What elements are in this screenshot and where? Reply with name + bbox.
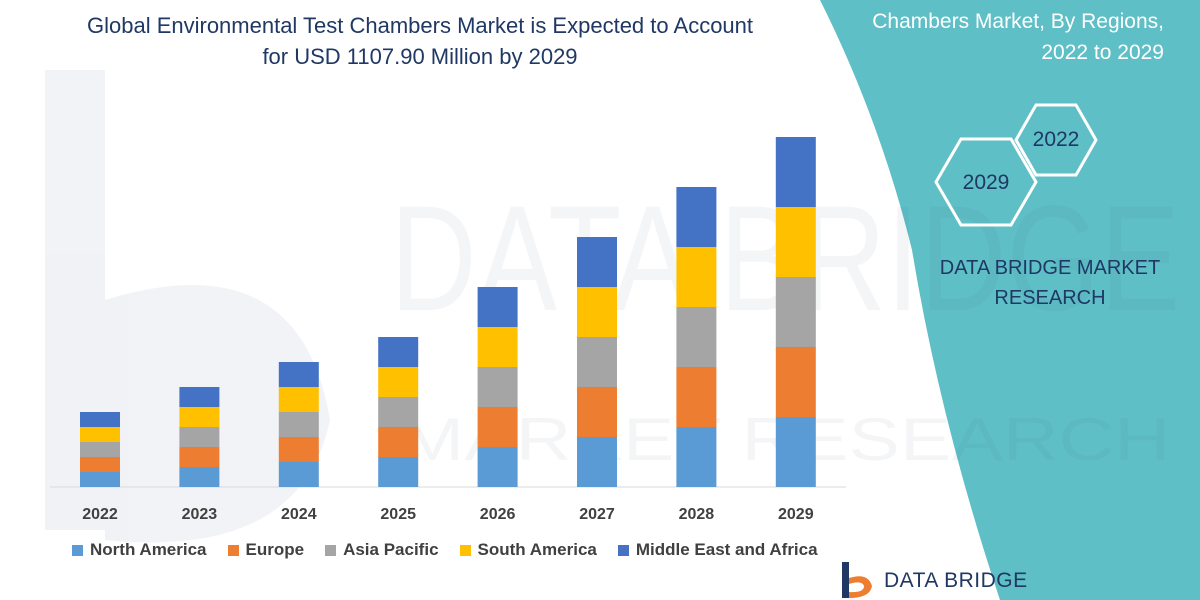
- x-tick-label: 2023: [182, 506, 218, 523]
- bar-2024-north-america: [278, 462, 319, 487]
- logo-text: DATA BRIDGE: [884, 569, 1028, 592]
- bar-2024-europe: [278, 437, 319, 462]
- legend-item-north-america: North America: [72, 540, 207, 560]
- bar-2022-asia-pacific: [80, 442, 120, 457]
- legend-swatch: [72, 544, 83, 556]
- bar-2023-north-america: [179, 467, 220, 487]
- legend-swatch: [617, 544, 629, 556]
- x-tick-label: 2022: [82, 506, 118, 523]
- x-tick-label: 2024: [281, 506, 317, 523]
- bar-2028-north-america: [676, 427, 717, 487]
- bar-2025-europe: [378, 427, 419, 457]
- hexagon-front: [934, 137, 1038, 227]
- bar-2028-middle-east-and-africa: [676, 187, 717, 247]
- x-tick-label: 2025: [380, 506, 416, 523]
- legend-swatch: [227, 544, 239, 556]
- hexagon-back-label: 2022: [1033, 128, 1080, 151]
- bar-2022-middle-east-and-africa: [80, 412, 120, 427]
- bar-2026-north-america: [477, 447, 518, 487]
- bar-2026-europe: [477, 407, 518, 447]
- chart-title-line1: Global Environmental Test Chambers Marke…: [86, 13, 754, 38]
- chart-title-line2: for USD 1107.90 Million by 2029: [262, 44, 578, 69]
- bar-2023-middle-east-and-africa: [179, 387, 220, 407]
- bar-2022-south-america: [80, 427, 120, 442]
- bar-2025-middle-east-and-africa: [378, 337, 419, 367]
- legend-label: Middle East and Africa: [635, 540, 818, 559]
- side-title: Chambers Market, By Regions, 2022 to 202…: [872, 6, 1164, 68]
- bar-2026-middle-east-and-africa: [477, 287, 518, 327]
- bar-2027-north-america: [577, 437, 617, 487]
- legend-item-europe: Europe: [227, 540, 305, 560]
- logo-icon: [842, 562, 872, 598]
- bar-2023-south-america: [179, 407, 220, 427]
- legend-label: South America: [477, 540, 597, 559]
- bar-2027-asia-pacific: [577, 337, 617, 387]
- bar-2024-asia-pacific: [278, 412, 319, 437]
- legend-label: North America: [90, 540, 207, 559]
- bar-2022-north-america: [80, 472, 120, 487]
- bar-2028-south-america: [676, 247, 717, 307]
- footer-logo: DATA BRIDGE: [838, 562, 1028, 600]
- hexagon-back: [1014, 103, 1098, 177]
- hexagon-badges: 2022 2029: [934, 103, 1098, 227]
- bar-2028-asia-pacific: [676, 307, 717, 367]
- bar-2029-north-america: [775, 417, 816, 487]
- bar-2023-europe: [179, 447, 220, 467]
- legend-item-middle-east-africa: Middle East and Africa: [617, 540, 818, 560]
- legend-item-asia-pacific: Asia Pacific: [325, 540, 439, 560]
- brand-label: DATA BRIDGE MARKET RESEARCH: [900, 253, 1200, 313]
- brand-line1: DATA BRIDGE MARKET: [939, 257, 1161, 279]
- x-tick-label: 2029: [778, 506, 814, 523]
- legend-item-south-america: South America: [459, 540, 597, 560]
- bars-group: [80, 137, 816, 487]
- x-tick-label: 2027: [579, 506, 615, 523]
- bar-2029-south-america: [775, 207, 816, 277]
- bar-2025-asia-pacific: [378, 397, 419, 427]
- bar-2024-middle-east-and-africa: [278, 362, 319, 387]
- side-title-line2: 2022 to 2029: [1041, 41, 1164, 64]
- bar-2027-south-america: [577, 287, 617, 337]
- x-tick-labels: 2022 2023 2024 2025 2026 2027 2028 2029: [82, 506, 813, 523]
- bar-2029-europe: [775, 347, 816, 417]
- bar-2025-south-america: [378, 367, 419, 397]
- hexagon-front-label: 2029: [963, 171, 1010, 194]
- bar-2024-south-america: [278, 387, 319, 412]
- legend-swatch: [459, 544, 471, 556]
- chart-title: Global Environmental Test Chambers Marke…: [40, 10, 800, 72]
- bar-2027-middle-east-and-africa: [577, 237, 617, 287]
- legend-label: Europe: [245, 540, 305, 559]
- bar-2022-europe: [80, 457, 120, 472]
- bar-2027-europe: [577, 387, 617, 437]
- legend-swatch: [325, 544, 337, 556]
- bar-2025-north-america: [378, 457, 419, 487]
- chart-legend: North America Europe Asia Pacific South …: [72, 540, 839, 560]
- legend-label: Asia Pacific: [343, 540, 439, 559]
- bar-2028-europe: [676, 367, 717, 427]
- bar-2026-south-america: [477, 327, 518, 367]
- bar-2029-middle-east-and-africa: [775, 137, 816, 207]
- side-title-line1: Chambers Market, By Regions,: [872, 10, 1164, 33]
- x-tick-label: 2026: [480, 506, 516, 523]
- bar-2023-asia-pacific: [179, 427, 220, 447]
- brand-line2: RESEARCH: [994, 287, 1106, 309]
- bar-2029-asia-pacific: [775, 277, 816, 347]
- x-tick-label: 2028: [679, 506, 715, 523]
- bar-2026-asia-pacific: [477, 367, 518, 407]
